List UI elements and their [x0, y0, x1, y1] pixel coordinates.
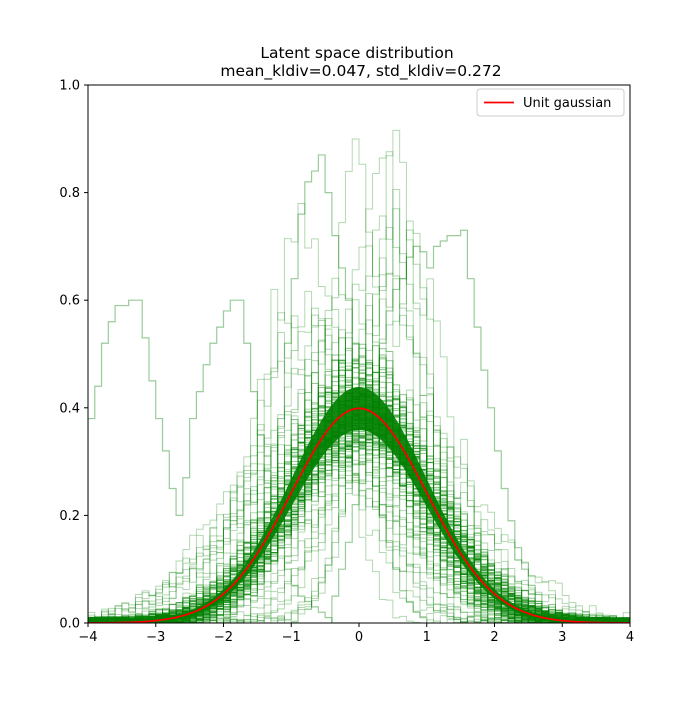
y-tick-label: 0.6 [59, 294, 80, 309]
y-tick-label: 0.0 [59, 617, 80, 632]
x-tick-label: −3 [146, 630, 165, 645]
x-tick-label: 3 [558, 630, 566, 645]
chart-subtitle: mean_kldiv=0.047, std_kldiv=0.272 [220, 62, 501, 81]
x-tick-label: 0 [355, 630, 363, 645]
legend: Unit gaussian [477, 89, 624, 116]
x-tick-label: 2 [490, 630, 498, 645]
y-tick-label: 0.4 [59, 401, 80, 416]
x-tick-label: −2 [214, 630, 233, 645]
x-tick-label: −1 [282, 630, 301, 645]
legend-label-unit-gaussian: Unit gaussian [523, 96, 611, 111]
y-tick-label: 1.0 [59, 79, 80, 94]
x-tick-label: 4 [626, 630, 634, 645]
x-tick-label: −4 [78, 630, 97, 645]
y-tick-label: 0.8 [59, 186, 80, 201]
y-tick-label: 0.2 [59, 509, 80, 524]
x-tick-label: 1 [423, 630, 431, 645]
chart-title: Latent space distribution [260, 44, 453, 62]
